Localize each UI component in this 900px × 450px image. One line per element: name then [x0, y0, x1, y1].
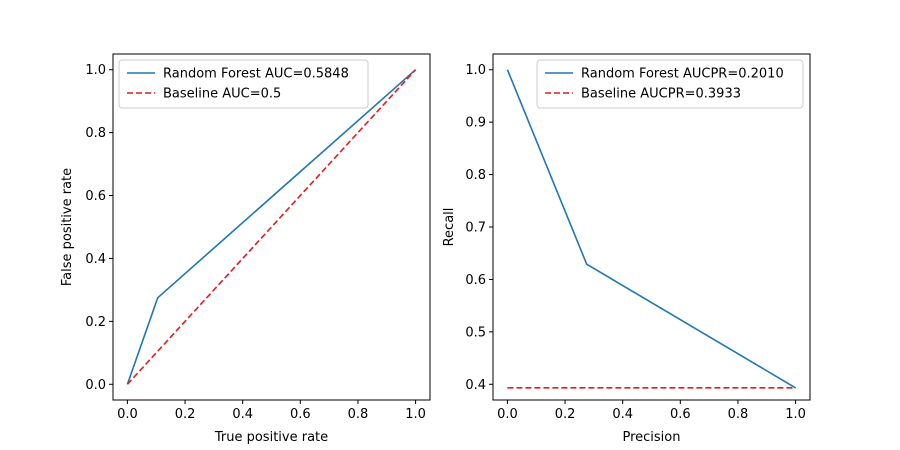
- x-tick-label: 0.4: [612, 407, 633, 422]
- roc-panel: 0.0 0.2 0.4 0.6 0.8 1.0 0.0 0.2 0.4 0.6 0.8 1.0 True…: [60, 53, 431, 445]
- legend-label: Baseline AUCPR=0.3933: [581, 87, 741, 102]
- y-tick-label: 0.6: [465, 273, 486, 288]
- series-line-0: [126, 69, 417, 385]
- legend-label: Random Forest AUC=0.5848: [163, 67, 349, 82]
- x-tick-label: 0.8: [728, 407, 749, 422]
- legend: Random Forest AUC=0.5848 Baseline AUC=0.5: [118, 59, 369, 109]
- x-tick-label: 0.6: [670, 407, 691, 422]
- y-axis-label: Recall: [442, 208, 457, 247]
- y-tick-label: 0.8: [465, 168, 486, 183]
- legend-label: Baseline AUC=0.5: [163, 87, 281, 102]
- legend-box: [536, 59, 804, 109]
- legend-box: [118, 59, 369, 109]
- legend-label: Random Forest AUCPR=0.2010: [581, 67, 784, 82]
- series-line-0: [506, 69, 797, 389]
- x-axis-label: True positive rate: [214, 430, 328, 445]
- x-tick-label: 0.0: [497, 407, 518, 422]
- y-tick-label: 0.2: [85, 315, 106, 330]
- x-tick-label: 0.4: [232, 407, 253, 422]
- y-tick-label: 0.6: [85, 189, 106, 204]
- x-axis-label: Precision: [622, 430, 680, 445]
- y-tick-label: 0.4: [85, 252, 106, 267]
- y-tick-label: 0.0: [85, 378, 106, 393]
- x-tick-label: 0.8: [348, 407, 369, 422]
- y-tick-label: 0.4: [465, 378, 486, 393]
- y-tick-label: 0.9: [465, 116, 486, 131]
- y-tick-label: 0.5: [465, 325, 486, 340]
- y-tick-label: 1.0: [85, 63, 106, 78]
- plot-frame: [112, 53, 431, 401]
- x-tick-label: 0.0: [117, 407, 138, 422]
- y-tick-label: 1.0: [465, 63, 486, 78]
- precision-recall-panel: 0.0 0.2 0.4 0.6 0.8 1.0 0.4 0.5 0.6 0.7 0.8 0.9 1.0 P…: [442, 53, 811, 445]
- x-tick-label: 0.2: [555, 407, 576, 422]
- legend: Random Forest AUCPR=0.2010 Baseline AUCPR…: [536, 59, 804, 109]
- y-tick-label: 0.7: [465, 221, 486, 236]
- x-tick-label: 1.0: [785, 407, 806, 422]
- y-tick-label: 0.8: [85, 126, 106, 141]
- x-tick-label: 1.0: [405, 407, 426, 422]
- series-line-1: [126, 69, 417, 385]
- x-tick-label: 0.6: [290, 407, 311, 422]
- y-axis-label: False positive rate: [60, 168, 75, 286]
- x-tick-label: 0.2: [175, 407, 196, 422]
